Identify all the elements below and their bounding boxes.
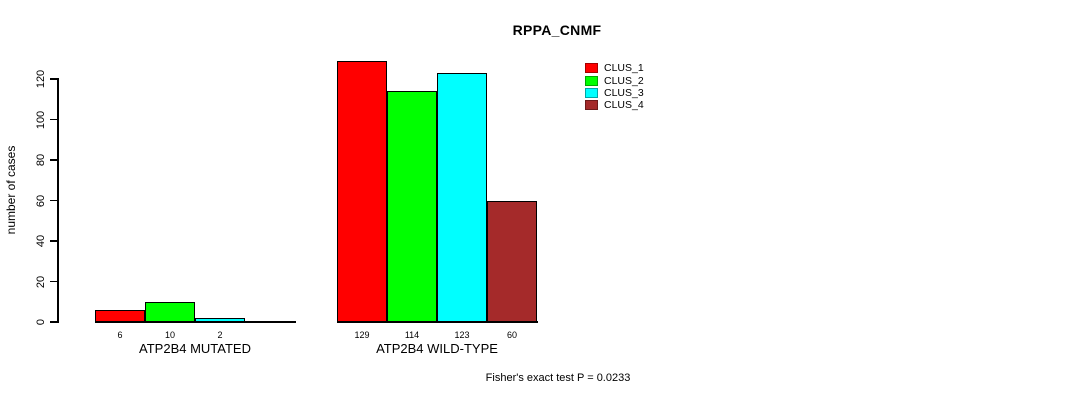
legend-label: CLUS_2 [604, 74, 644, 87]
y-tick-mark [50, 240, 58, 242]
y-tick-label: 0 [35, 318, 47, 326]
bar-value-label: 123 [454, 330, 470, 340]
legend: CLUS_1 CLUS_2 CLUS_3 CLUS_4 [585, 62, 644, 112]
legend-swatch [585, 100, 598, 111]
y-tick-label: 40 [35, 234, 47, 248]
footnote-fisher-test: Fisher's exact test P = 0.0233 [485, 372, 631, 384]
x-baseline [337, 321, 538, 323]
y-tick-mark [50, 199, 58, 202]
bar-value-label: 2 [217, 330, 223, 340]
bar-clus_1 [95, 309, 145, 322]
group-label-wildtype: ATP2B4 WILD-TYPE [376, 341, 498, 356]
x-baseline [95, 321, 296, 323]
y-tick-mark [50, 78, 58, 80]
legend-item-clus_4: CLUS_4 [585, 99, 644, 111]
legend-swatch [585, 63, 598, 74]
bar-clus_2 [387, 91, 437, 322]
bar-clus_3 [195, 317, 245, 322]
group-label-mutated: ATP2B4 MUTATED [139, 341, 251, 356]
legend-swatch [585, 87, 598, 98]
y-tick-label: 60 [35, 194, 47, 207]
bar-value-label: 129 [354, 330, 370, 340]
legend-item-clus_3: CLUS_3 [585, 87, 644, 99]
bar-value-label: 6 [117, 330, 123, 340]
bar-value-label: 114 [404, 330, 420, 340]
bar-value-label: 60 [506, 330, 518, 340]
y-tick-mark [50, 118, 58, 121]
bar-clus_3 [437, 72, 487, 322]
chart-title: RPPA_CNMF [512, 22, 602, 38]
legend-swatch [585, 75, 598, 86]
legend-item-clus_2: CLUS_2 [585, 74, 644, 87]
y-tick-label: 80 [35, 153, 47, 167]
y-tick-mark [50, 159, 58, 161]
bar-clus_2 [145, 301, 195, 322]
bar-value-label: 10 [164, 330, 176, 340]
y-tick-mark [50, 280, 58, 283]
y-tick-mark [50, 321, 58, 323]
y-axis-label: number of cases [4, 145, 18, 235]
legend-label: CLUS_4 [604, 99, 644, 112]
legend-label: CLUS_3 [604, 86, 644, 99]
bar-clus_1 [337, 60, 387, 322]
legend-label: CLUS_1 [604, 62, 644, 75]
bar-clus_4 [487, 200, 537, 322]
legend-item-clus_1: CLUS_1 [585, 62, 644, 74]
y-tick-label: 120 [35, 69, 47, 89]
y-tick-label: 100 [35, 110, 47, 129]
y-tick-label: 20 [35, 275, 47, 288]
